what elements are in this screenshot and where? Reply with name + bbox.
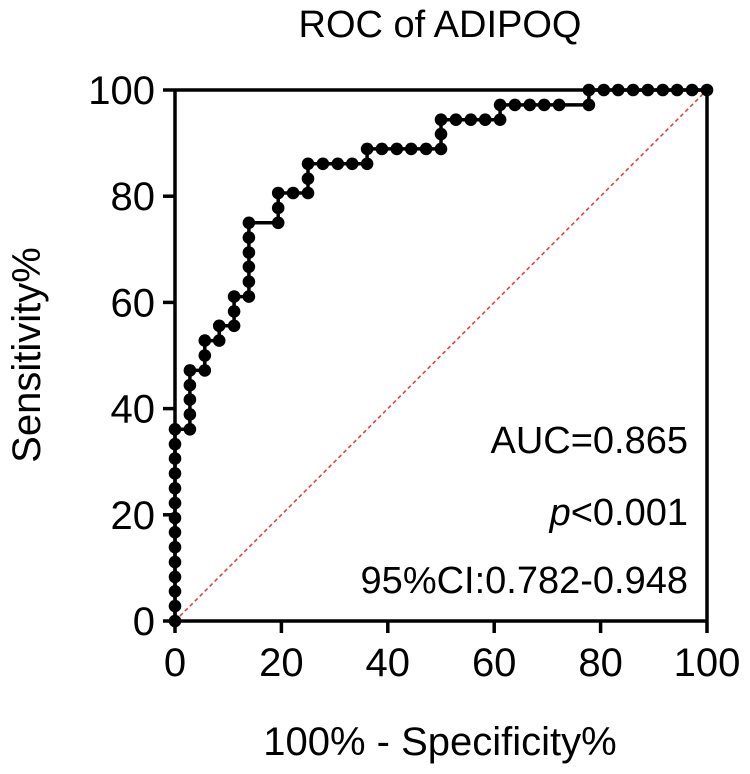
roc-point [345, 157, 359, 171]
roc-point [375, 142, 389, 156]
roc-point [434, 113, 448, 126]
roc-point [434, 127, 448, 141]
roc-point [508, 98, 522, 112]
roc-point [301, 157, 315, 171]
roc-point [168, 555, 182, 569]
x-axis-label: 100% - Specificity% [263, 720, 616, 764]
ci-annotation: 95%CI:0.782-0.948 [361, 560, 688, 602]
roc-point [212, 334, 226, 347]
roc-point [434, 142, 448, 156]
roc-point [168, 496, 182, 510]
roc-point [242, 260, 256, 274]
roc-point [582, 83, 596, 97]
y-axis-label: Sensitivity% [5, 247, 49, 463]
p-rest: <0.001 [571, 492, 688, 534]
x-tick-label: 100 [674, 641, 741, 685]
roc-point [183, 393, 197, 406]
x-tick-label: 60 [472, 641, 517, 685]
y-tick-label: 20 [111, 494, 156, 538]
y-tick-label: 40 [111, 388, 156, 432]
roc-point [168, 511, 182, 525]
roc-point [168, 452, 182, 465]
roc-point [168, 437, 182, 451]
roc-point [493, 98, 507, 112]
roc-point [464, 113, 478, 126]
reference-diagonal [174, 89, 708, 622]
roc-point [700, 83, 714, 97]
roc-point [198, 349, 212, 362]
roc-point [360, 142, 374, 156]
roc-point [656, 83, 670, 97]
roc-point [242, 275, 256, 289]
roc-point [168, 614, 182, 628]
roc-point [227, 305, 241, 318]
roc-point [493, 113, 507, 126]
y-tick-label: 0 [133, 600, 155, 644]
roc-point [390, 142, 404, 156]
y-tick-label: 100 [88, 69, 155, 113]
roc-point [331, 157, 345, 171]
roc-point [168, 526, 182, 539]
y-tick-label: 60 [111, 281, 156, 325]
roc-point [168, 599, 182, 613]
roc-point [183, 378, 197, 392]
roc-point [597, 83, 611, 97]
roc-point [611, 83, 625, 97]
p-italic: p [549, 492, 571, 534]
x-tick-label: 20 [259, 641, 304, 685]
x-tick-label: 0 [164, 641, 186, 685]
roc-point [168, 482, 182, 495]
roc-point [271, 186, 285, 200]
roc-point [198, 334, 212, 347]
roc-point [242, 290, 256, 303]
roc-point [286, 186, 300, 200]
roc-point [316, 157, 330, 171]
chart-title: ROC of ADIPOQ [299, 4, 582, 46]
y-tick-label: 80 [111, 175, 156, 219]
roc-point [168, 423, 182, 436]
roc-point [360, 157, 374, 171]
roc-point [523, 98, 537, 112]
roc-point [271, 216, 285, 230]
roc-point [301, 186, 315, 200]
roc-point [449, 113, 463, 126]
roc-point [183, 408, 197, 421]
roc-point [168, 540, 182, 554]
roc-point [685, 83, 699, 97]
roc-point [582, 98, 596, 112]
roc-point [168, 467, 182, 480]
x-tick-label: 40 [366, 641, 411, 685]
x-tick-label: 80 [578, 641, 623, 685]
roc-point [212, 319, 226, 333]
roc-point [242, 216, 256, 230]
roc-point [183, 423, 197, 436]
roc-point [242, 231, 256, 244]
roc-point [168, 570, 182, 584]
roc-point [537, 98, 551, 112]
auc-annotation: AUC=0.865 [490, 420, 688, 462]
roc-point [242, 246, 256, 259]
roc-point [626, 83, 640, 97]
plot-area: 0 20 40 60 80 100 0 20 40 60 80 100 [88, 69, 740, 685]
p-value-annotation: p<0.001 [549, 492, 688, 534]
roc-point [552, 98, 566, 112]
roc-point [404, 142, 418, 156]
roc-point [227, 290, 241, 303]
annotations: AUC=0.865 p<0.001 95%CI:0.782-0.948 [361, 420, 688, 602]
roc-point [183, 364, 197, 377]
roc-point [227, 319, 241, 333]
roc-point [301, 172, 315, 185]
roc-point [168, 585, 182, 598]
roc-point [271, 201, 285, 215]
roc-point [478, 113, 492, 126]
roc-point [198, 364, 212, 377]
roc-point [670, 83, 684, 97]
roc-point [641, 83, 655, 97]
roc-point [419, 142, 433, 156]
